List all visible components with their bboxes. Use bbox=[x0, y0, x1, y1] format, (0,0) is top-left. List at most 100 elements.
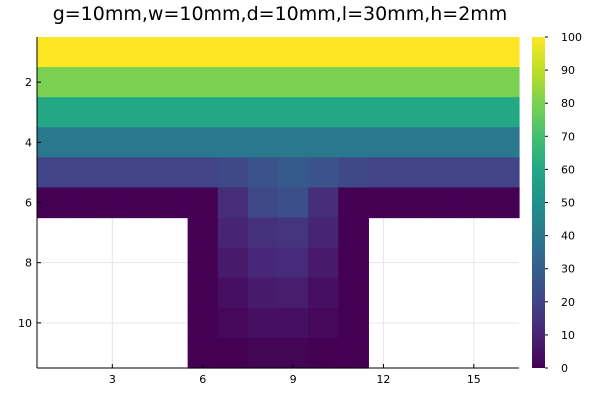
heatmap-cell bbox=[488, 97, 520, 128]
heatmap-cell bbox=[187, 277, 219, 309]
heatmap-cell bbox=[217, 217, 249, 249]
heatmap-cell bbox=[278, 97, 309, 128]
heatmap-cell bbox=[187, 337, 219, 369]
heatmap-cell bbox=[398, 67, 430, 98]
heatmap-cell bbox=[338, 127, 369, 158]
x-tick-label: 12 bbox=[376, 373, 390, 386]
heatmap-cell bbox=[338, 67, 369, 98]
colorbar-tick-label: 100 bbox=[561, 31, 582, 44]
heatmap-cell bbox=[308, 187, 339, 219]
heatmap-cell bbox=[127, 37, 159, 68]
heatmap-cell bbox=[278, 307, 309, 339]
heatmap-cell bbox=[37, 157, 68, 189]
colorbar-tick-label: 60 bbox=[561, 163, 575, 176]
heatmap-cell bbox=[67, 97, 98, 128]
heatmap-cell bbox=[37, 187, 68, 219]
heatmap-cell bbox=[127, 67, 159, 98]
heatmap-cell bbox=[97, 157, 128, 189]
heatmap-cell bbox=[308, 127, 339, 158]
heatmap-cell bbox=[67, 157, 98, 189]
heatmap-cell bbox=[157, 97, 189, 128]
heatmap-cell bbox=[398, 37, 430, 68]
heatmap-cell bbox=[308, 37, 339, 68]
heatmap-cell bbox=[217, 157, 249, 189]
heatmap-cell bbox=[488, 37, 520, 68]
heatmap-cell bbox=[338, 217, 369, 249]
heatmap-cell bbox=[217, 307, 249, 339]
heatmap-cell bbox=[97, 187, 128, 219]
colorbar-tick-label: 0 bbox=[561, 362, 568, 375]
heatmap-cell bbox=[368, 67, 400, 98]
heatmap-cell bbox=[338, 97, 369, 128]
x-tick-label: 6 bbox=[199, 373, 206, 386]
heatmap-cell bbox=[97, 37, 128, 68]
heatmap-cell bbox=[127, 187, 159, 219]
heatmap-cell bbox=[458, 37, 490, 68]
heatmap-cell bbox=[338, 307, 369, 339]
heatmap-cell bbox=[157, 187, 189, 219]
heatmap-cell bbox=[247, 307, 279, 339]
heatmap-cell bbox=[247, 337, 279, 369]
heatmap-cell bbox=[428, 37, 460, 68]
heatmap-cell bbox=[37, 67, 68, 98]
y-tick-label: 10 bbox=[18, 317, 32, 330]
heatmap-cell bbox=[127, 127, 159, 158]
heatmap-cell bbox=[247, 187, 279, 219]
heatmap-cell bbox=[308, 67, 339, 98]
colorbar-tick-label: 30 bbox=[561, 263, 575, 276]
heatmap-cell bbox=[278, 127, 309, 158]
heatmap-cell bbox=[488, 187, 520, 219]
heatmap-cell bbox=[127, 157, 159, 189]
heatmap-cell bbox=[278, 157, 309, 189]
heatmap-cell bbox=[368, 37, 400, 68]
heatmap-cell bbox=[187, 307, 219, 339]
heatmap-cell bbox=[67, 67, 98, 98]
heatmap-cell bbox=[368, 97, 400, 128]
heatmap-cell bbox=[97, 97, 128, 128]
heatmap-cell bbox=[428, 127, 460, 158]
heatmap-cell bbox=[338, 37, 369, 68]
heatmap-cell bbox=[488, 67, 520, 98]
heatmap-cell bbox=[187, 127, 219, 158]
colorbar-tick-label: 70 bbox=[561, 130, 575, 143]
heatmap-cell bbox=[458, 127, 490, 158]
heatmap-cell bbox=[187, 187, 219, 219]
heatmap-cell bbox=[278, 247, 309, 279]
heatmap-cell bbox=[187, 67, 219, 98]
heatmap-cell bbox=[338, 247, 369, 279]
heatmap-cell bbox=[368, 187, 400, 219]
heatmap-cell bbox=[217, 127, 249, 158]
heatmap-cell bbox=[187, 157, 219, 189]
colorbar: 0 10 20 30 40 50 60 70 80 90 100 bbox=[532, 31, 582, 375]
colorbar-tick-label: 20 bbox=[561, 296, 575, 309]
heatmap-cell bbox=[247, 217, 279, 249]
colorbar-gradient bbox=[532, 37, 545, 368]
heatmap-cell bbox=[308, 217, 339, 249]
heatmap-cell bbox=[67, 127, 98, 158]
y-tick-label: 4 bbox=[25, 136, 32, 149]
heatmap-cell bbox=[488, 157, 520, 189]
heatmap-cell bbox=[338, 337, 369, 369]
heatmap-cell bbox=[217, 277, 249, 309]
colorbar-tick-label: 50 bbox=[561, 197, 575, 210]
heatmap-cell bbox=[398, 127, 430, 158]
heatmap-cell bbox=[338, 157, 369, 189]
heatmap-cell bbox=[368, 157, 400, 189]
heatmap-cell bbox=[398, 157, 430, 189]
heatmap-cell bbox=[67, 37, 98, 68]
heatmap-cell bbox=[157, 37, 189, 68]
heatmap-cell bbox=[398, 97, 430, 128]
y-tick-label: 6 bbox=[25, 197, 32, 210]
heatmap-cell bbox=[308, 307, 339, 339]
heatmap-cell bbox=[458, 67, 490, 98]
heatmap-cell bbox=[97, 127, 128, 158]
heatmap-cell bbox=[247, 67, 279, 98]
heatmap-cell bbox=[217, 67, 249, 98]
heatmap-cell bbox=[398, 187, 430, 219]
heatmap-cell bbox=[278, 277, 309, 309]
colorbar-tick-label: 40 bbox=[561, 230, 575, 243]
heatmap-cell bbox=[458, 187, 490, 219]
x-tick-label: 9 bbox=[290, 373, 297, 386]
heatmap-cell bbox=[247, 157, 279, 189]
heatmap-cell bbox=[278, 337, 309, 369]
